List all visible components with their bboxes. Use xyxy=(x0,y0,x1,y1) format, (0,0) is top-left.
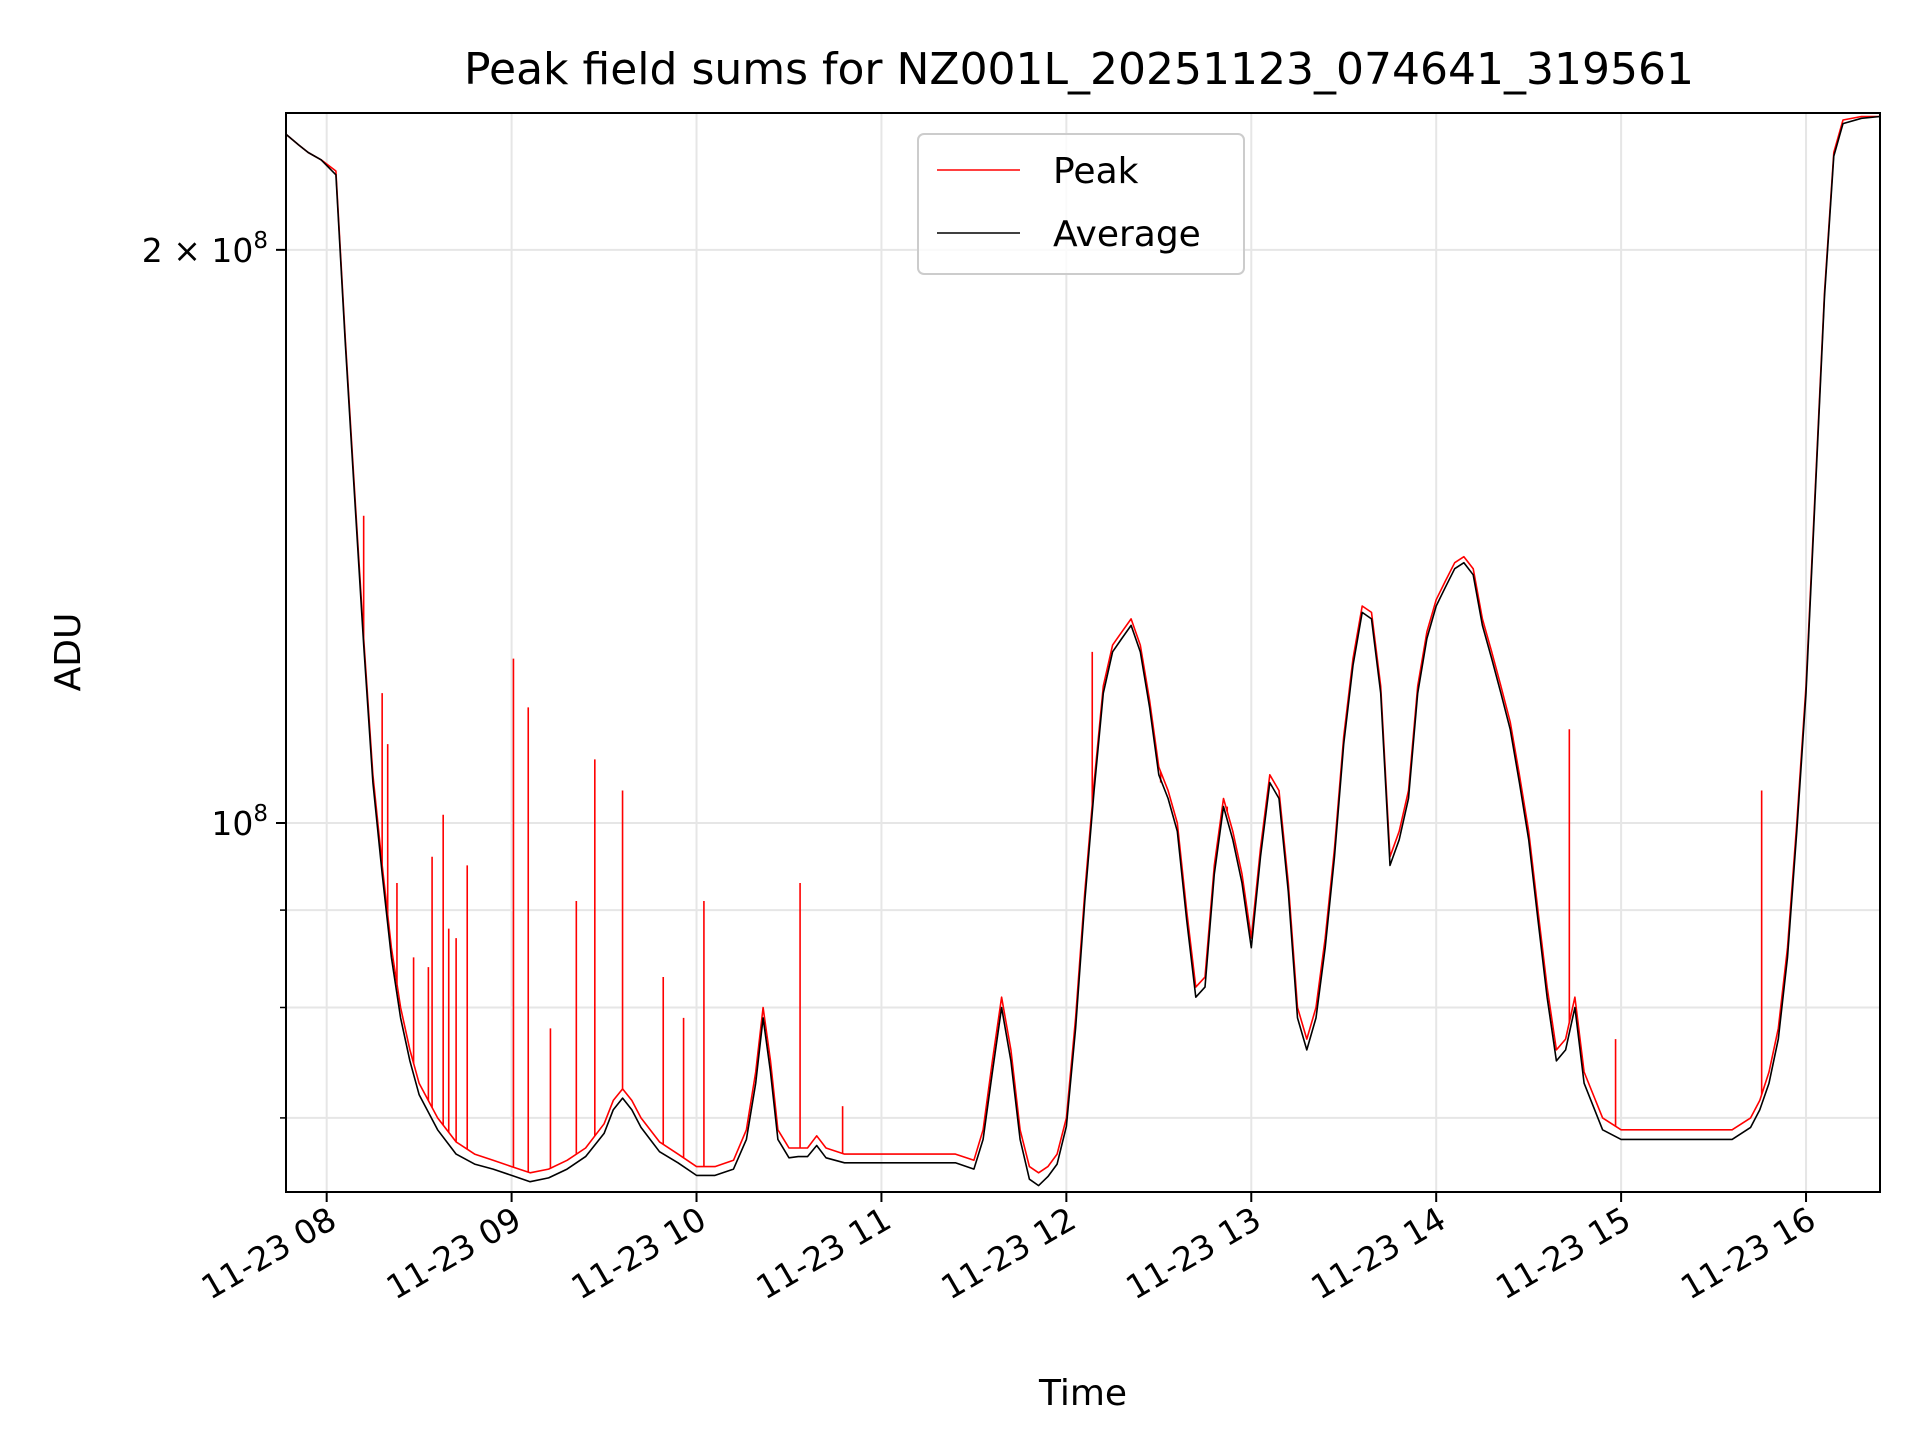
legend-box xyxy=(917,133,1245,275)
y-tick-label-base: 2 × 10 xyxy=(142,231,254,270)
y-tick-label: 2 × 108 xyxy=(142,228,268,270)
y-tick-label: 108 xyxy=(211,801,268,843)
chart-title: Peak field sums for NZ001L_20251123_0746… xyxy=(464,44,1694,95)
plot-frame xyxy=(285,112,1881,1193)
legend-peak-label: Peak xyxy=(1053,151,1139,192)
y-axis-label: ADU xyxy=(48,613,89,692)
grid xyxy=(286,113,1880,1192)
legend: Peak Average xyxy=(917,133,1245,275)
y-tick-label-exponent: 8 xyxy=(253,228,268,254)
legend-average-label: Average xyxy=(1053,214,1201,255)
x-axis-label: Time xyxy=(1038,1373,1127,1414)
y-tick-label-exponent: 8 xyxy=(253,801,268,827)
y-tick-label-base: 10 xyxy=(211,804,253,843)
series-line-average xyxy=(285,115,1881,1187)
series-group xyxy=(285,115,1881,1187)
